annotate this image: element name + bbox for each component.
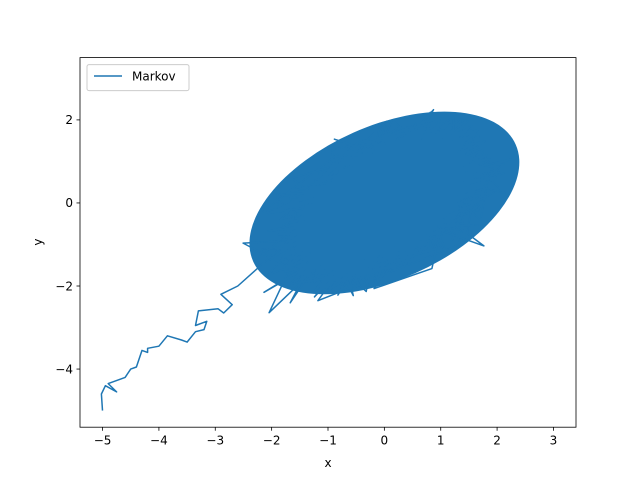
legend-frame — [86, 64, 190, 92]
x-axis-label: x — [324, 456, 331, 470]
x-tick-label: −2 — [263, 434, 281, 448]
x-tick-label: 0 — [381, 434, 389, 448]
y-tick-label: −4 — [55, 362, 73, 376]
y-tick-label: −2 — [55, 279, 73, 293]
plot-area — [79, 57, 577, 428]
y-tick-label: 2 — [65, 113, 73, 127]
legend-label-markov: Markov — [132, 70, 176, 84]
y-axis-ticks: −4 −2 0 2 — [55, 113, 80, 376]
x-tick-label: 3 — [550, 434, 558, 448]
x-tick-label: −1 — [319, 434, 337, 448]
x-tick-label: −3 — [206, 434, 224, 448]
markov-walk-line — [100, 108, 512, 411]
x-tick-label: −4 — [150, 434, 168, 448]
x-tick-label: −5 — [94, 434, 112, 448]
x-tick-label: 1 — [437, 434, 445, 448]
y-tick-label: 0 — [65, 196, 73, 210]
y-axis-label: y — [31, 238, 45, 245]
legend: Markov — [86, 64, 190, 92]
x-tick-label: 2 — [493, 434, 501, 448]
x-axis-ticks: −5 −4 −3 −2 −1 0 1 2 3 — [94, 427, 558, 448]
